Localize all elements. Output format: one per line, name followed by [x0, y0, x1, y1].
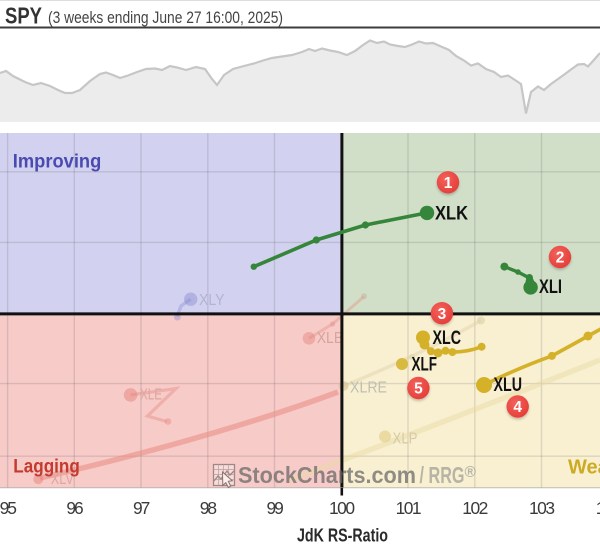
svg-text:XLI: XLI [539, 276, 562, 298]
svg-text:XLU: XLU [494, 374, 523, 396]
svg-text:XLE: XLE [140, 387, 162, 404]
svg-text:2: 2 [556, 250, 565, 267]
svg-text:XLF: XLF [412, 354, 438, 376]
svg-text:97: 97 [133, 498, 150, 518]
svg-text:XLB: XLB [317, 330, 344, 347]
svg-text:®: ® [465, 464, 477, 481]
svg-text:XLV: XLV [51, 471, 75, 488]
svg-text:98: 98 [200, 498, 217, 518]
svg-text:5: 5 [414, 381, 423, 398]
svg-text:1: 1 [444, 175, 453, 192]
svg-text:Improving: Improving [13, 151, 102, 173]
svg-text:96: 96 [66, 498, 83, 518]
svg-text:4: 4 [513, 399, 522, 416]
svg-text:95: 95 [0, 498, 17, 518]
svg-text:SPY: SPY [5, 3, 42, 29]
svg-text:99: 99 [266, 498, 283, 518]
svg-text:XLY: XLY [199, 292, 225, 309]
svg-text:102: 102 [462, 498, 488, 518]
svg-text:StockCharts.com: StockCharts.com [238, 462, 416, 488]
svg-text:101: 101 [396, 498, 422, 518]
svg-text:(3 weeks ending June 27 16:00,: (3 weeks ending June 27 16:00, 2025) [48, 8, 283, 27]
svg-text:Lagging: Lagging [13, 457, 80, 478]
svg-text:3: 3 [438, 306, 447, 323]
svg-text:104: 104 [596, 498, 600, 518]
svg-text:/ RRG: / RRG [420, 462, 465, 488]
svg-text:Weakening: Weakening [568, 457, 600, 479]
svg-text:JdK RS-Ratio: JdK RS-Ratio [297, 525, 388, 545]
svg-text:XLK: XLK [435, 203, 468, 225]
svg-text:XLRE: XLRE [350, 380, 387, 397]
svg-text:XLC: XLC [433, 327, 462, 349]
svg-text:XLP: XLP [393, 431, 418, 448]
svg-text:103: 103 [529, 498, 555, 518]
svg-text:100: 100 [329, 498, 355, 518]
